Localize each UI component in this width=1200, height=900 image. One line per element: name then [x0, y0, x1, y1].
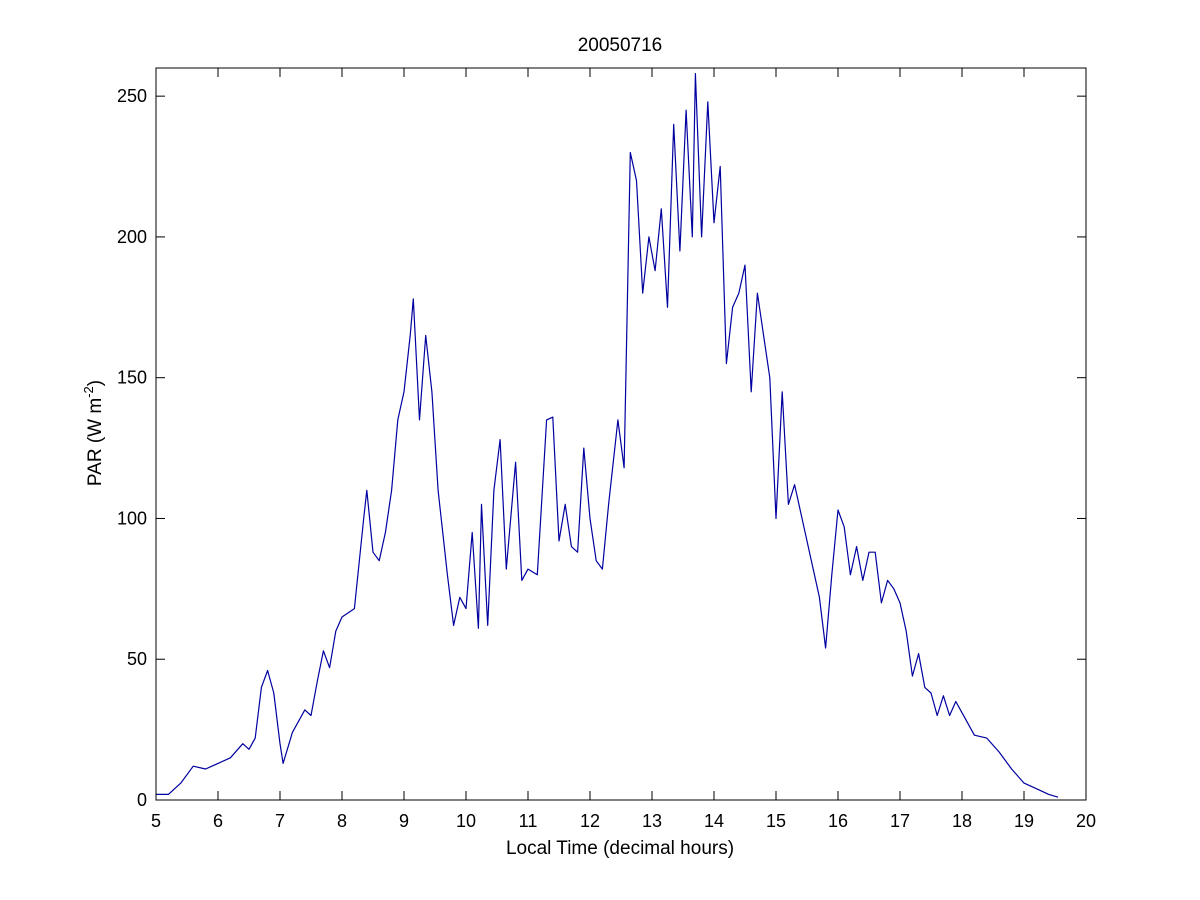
x-tick-label: 19 [1014, 811, 1034, 831]
y-tick-label: 250 [117, 86, 147, 106]
chart-title: 20050716 [578, 35, 663, 56]
y-tick-label: 100 [117, 508, 147, 528]
x-axis: 5 6 7 8 9 10 11 12 13 14 15 16 17 18 19 20 [151, 68, 1096, 831]
series-line [156, 73, 1059, 798]
y-axis-label: PAR (W m-2) [81, 380, 106, 486]
x-tick-label: 17 [890, 811, 910, 831]
x-tick-label: 11 [519, 811, 538, 831]
x-tick-label: 14 [704, 811, 724, 831]
x-tick-label: 10 [456, 811, 476, 831]
y-tick-label: 150 [117, 368, 147, 388]
y-axis-label-close: ) [85, 380, 106, 386]
y-axis-label-superscript: -2 [81, 386, 96, 398]
x-tick-label: 18 [952, 811, 972, 831]
plot-frame [155, 67, 1087, 801]
x-tick-label: 15 [766, 811, 786, 831]
x-tick-label: 6 [213, 811, 223, 831]
y-tick-label: 50 [127, 649, 147, 669]
y-tick-label: 200 [117, 227, 147, 247]
y-axis: 0 50 100 150 200 250 [117, 86, 1086, 810]
y-tick-label: 0 [137, 790, 147, 810]
x-tick-label: 9 [399, 811, 409, 831]
x-tick-label: 12 [580, 811, 600, 831]
x-tick-label: 5 [151, 811, 161, 831]
x-axis-label: Local Time (decimal hours) [506, 838, 734, 859]
y-axis-label-base: PAR (W m [85, 398, 106, 486]
plot-area: 5 6 7 8 9 10 11 12 13 14 15 16 17 18 19 20 0 50 100 150 200… [117, 67, 1096, 831]
x-tick-label: 8 [337, 811, 347, 831]
x-tick-label: 7 [275, 811, 285, 831]
x-tick-label: 16 [828, 811, 848, 831]
x-tick-label: 20 [1076, 811, 1096, 831]
x-tick-label: 13 [642, 811, 662, 831]
